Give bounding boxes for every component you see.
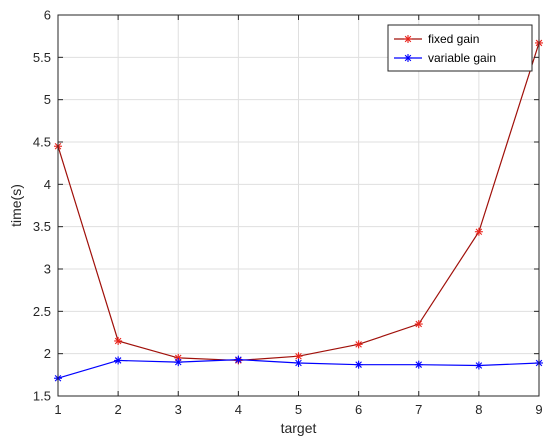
data-point-series-1 (114, 336, 123, 345)
data-point-series-2 (174, 358, 183, 367)
x-tick-label: 1 (54, 402, 61, 417)
data-point-series-2 (354, 360, 363, 369)
x-tick-label: 5 (295, 402, 302, 417)
y-tick-label: 2 (44, 346, 51, 361)
x-tick-label: 3 (175, 402, 182, 417)
legend-marker (404, 35, 412, 43)
data-point-series-2 (294, 358, 303, 367)
data-point-series-1 (474, 227, 483, 236)
y-tick-label: 6 (44, 8, 51, 23)
x-tick-label: 9 (535, 402, 542, 417)
y-tick-label: 5 (44, 92, 51, 107)
x-tick-label: 4 (235, 402, 242, 417)
legend-entry: variable gain (394, 51, 496, 65)
legend-box (387, 24, 533, 72)
tick-marks (57, 14, 540, 397)
data-point-series-2 (114, 356, 123, 365)
x-tick-label: 8 (475, 402, 482, 417)
tick-labels: 1 2 3 4 5 6 7 8 9 1.5 2 2.5 3 3.5 4 4.5 5 5.5 6 (33, 8, 543, 418)
legend-marker (404, 54, 412, 62)
x-tick-label: 7 (415, 402, 422, 417)
x-tick-label: 2 (115, 402, 122, 417)
legend: fixed gain variable gain (387, 24, 533, 72)
legend-label: variable gain (428, 51, 496, 65)
legend-entry: fixed gain (394, 32, 479, 46)
grid-lines (57, 14, 540, 397)
series-layer (54, 38, 543, 383)
y-tick-label: 4.5 (33, 135, 51, 150)
x-axis-label: target (281, 420, 317, 436)
data-point-series-2 (414, 360, 423, 369)
x-tick-label: 6 (355, 402, 362, 417)
y-tick-label: 5.5 (33, 50, 51, 65)
data-point-series-1 (414, 320, 423, 329)
y-tick-label: 3 (44, 262, 51, 277)
y-tick-label: 4 (44, 177, 51, 192)
y-tick-label: 2.5 (33, 304, 51, 319)
data-point-series-1 (354, 340, 363, 349)
legend-label: fixed gain (428, 32, 479, 46)
data-point-series-1 (294, 352, 303, 361)
y-tick-label: 3.5 (33, 219, 51, 234)
data-point-series-2 (474, 361, 483, 370)
y-axis-label: time(s) (8, 184, 24, 227)
data-point-series-2 (234, 355, 243, 364)
y-tick-label: 1.5 (33, 389, 51, 404)
